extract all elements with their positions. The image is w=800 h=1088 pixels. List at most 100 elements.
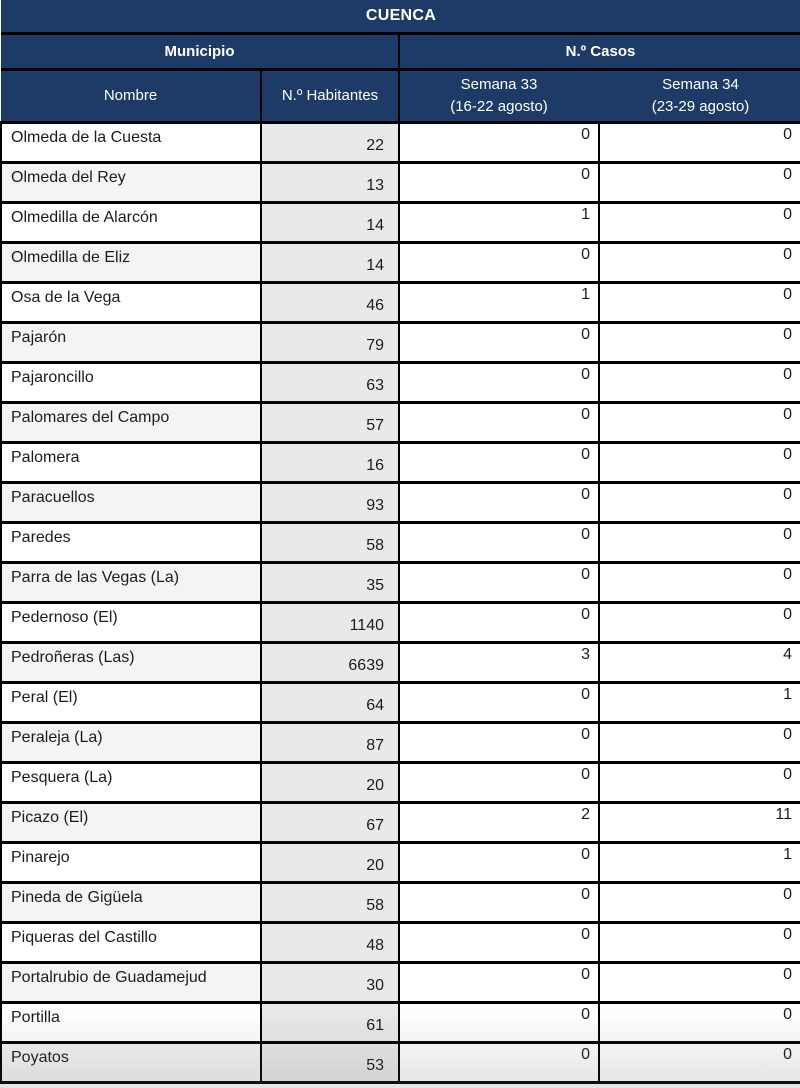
municipality-name-cell: Piqueras del Castillo	[0, 920, 262, 964]
habitantes-cell: 79	[260, 320, 400, 364]
semana33-column-header: Semana 33 (16-22 agosto)	[399, 69, 600, 124]
municipio-group-header: Municipio	[1, 33, 400, 71]
semana34-cases-cell: 0	[598, 760, 800, 804]
semana34-cases-cell: 0	[598, 880, 800, 924]
municipality-name-cell: Olmedilla de Eliz	[0, 240, 262, 284]
habitantes-cell: 57	[260, 400, 400, 444]
municipality-name-cell: Olmeda del Rey	[0, 160, 262, 204]
semana34-cases-cell: 0	[598, 520, 800, 564]
semana34-column-header: Semana 34 (23-29 agosto)	[599, 69, 800, 124]
table-row: Olmeda de la Cuesta 22 0 0	[0, 120, 800, 164]
municipality-name-cell: Picazo (El)	[0, 800, 262, 844]
semana33-dates: (16-22 agosto)	[450, 97, 548, 115]
table-row: Pesquera (La) 20 0 0	[0, 760, 800, 804]
table-row: Picazo (El) 67 2 11	[0, 800, 800, 844]
habitantes-cell: 14	[260, 240, 400, 284]
semana34-cases-cell: 0	[598, 920, 800, 964]
semana34-cases-cell: 0	[598, 560, 800, 604]
semana34-cases-cell: 0	[598, 200, 800, 244]
habitantes-cell: 58	[260, 520, 400, 564]
semana34-cases-cell: 0	[598, 1000, 800, 1044]
semana34-cases-cell: 4	[598, 640, 800, 684]
habitantes-cell: 63	[260, 360, 400, 404]
table-row: Osa de la Vega 46 1 0	[0, 280, 800, 324]
table-row: Pinarejo 20 0 1	[0, 840, 800, 884]
municipality-name-cell: Paracuellos	[0, 480, 262, 524]
municipality-name-cell: Peral (El)	[0, 680, 262, 724]
municipality-name-cell: Pajaroncillo	[0, 360, 262, 404]
habitantes-cell: 20	[260, 760, 400, 804]
municipality-name-cell: Pinarejo	[0, 840, 262, 884]
semana34-cases-cell: 0	[598, 440, 800, 484]
semana33-cases-cell: 1	[398, 200, 600, 244]
semana33-cases-cell: 0	[398, 440, 600, 484]
semana33-cases-cell: 0	[398, 360, 600, 404]
semana33-cases-cell: 0	[398, 880, 600, 924]
table-row: Pineda de Gigüela 58 0 0	[0, 880, 800, 924]
habitantes-cell: 20	[260, 840, 400, 884]
semana33-cases-cell: 0	[398, 1000, 600, 1044]
municipality-name-cell: Paredes	[0, 520, 262, 564]
table-row: Pedroñeras (Las) 6639 3 4	[0, 640, 800, 684]
semana33-cases-cell: 0	[398, 680, 600, 724]
table-row: Pajarón 79 0 0	[0, 320, 800, 364]
habitantes-cell: 64	[260, 680, 400, 724]
semana33-cases-cell: 0	[398, 960, 600, 1004]
municipality-name-cell: Palomares del Campo	[0, 400, 262, 444]
habitantes-cell: 67	[260, 800, 400, 844]
semana33-cases-cell: 0	[398, 480, 600, 524]
semana34-cases-cell: 0	[598, 360, 800, 404]
semana33-cases-cell: 0	[398, 600, 600, 644]
semana34-cases-cell: 0	[598, 120, 800, 164]
table-row: Pedernoso (El) 1140 0 0	[0, 600, 800, 644]
habitantes-cell: 58	[260, 880, 400, 924]
semana34-cases-cell: 1	[598, 840, 800, 884]
habitantes-cell: 13	[260, 160, 400, 204]
semana33-cases-cell: 0	[398, 560, 600, 604]
semana33-cases-cell: 0	[398, 160, 600, 204]
semana34-cases-cell: 0	[598, 960, 800, 1004]
semana34-cases-cell: 0	[598, 480, 800, 524]
semana34-cases-cell: 1	[598, 680, 800, 724]
municipality-name-cell: Pedroñeras (Las)	[0, 640, 262, 684]
semana33-cases-cell: 0	[398, 920, 600, 964]
table-row: Piqueras del Castillo 48 0 0	[0, 920, 800, 964]
casos-group-header: N.º Casos	[399, 33, 800, 71]
habitantes-column-header: N.º Habitantes	[261, 69, 400, 124]
municipality-name-cell: Parra de las Vegas (La)	[0, 560, 262, 604]
table-row: Palomares del Campo 57 0 0	[0, 400, 800, 444]
habitantes-cell: 6639	[260, 640, 400, 684]
habitantes-cell: 22	[260, 120, 400, 164]
habitantes-cell: 93	[260, 480, 400, 524]
nombre-column-header: Nombre	[1, 69, 262, 124]
municipality-name-cell: Poyatos	[0, 1040, 262, 1084]
municipality-name-cell: Pineda de Gigüela	[0, 880, 262, 924]
semana33-cases-cell: 3	[398, 640, 600, 684]
semana34-cases-cell: 0	[598, 160, 800, 204]
semana33-label: Semana 33	[460, 75, 538, 93]
semana34-label: Semana 34	[662, 75, 739, 93]
table-row: Peral (El) 64 0 1	[0, 680, 800, 724]
semana33-cases-cell: 0	[398, 240, 600, 284]
table-row: Olmedilla de Eliz 14 0 0	[0, 240, 800, 284]
habitantes-cell: 16	[260, 440, 400, 484]
municipality-name-cell: Pesquera (La)	[0, 760, 262, 804]
group-header-row: Municipio N.º Casos	[1, 33, 800, 71]
semana33-cases-cell: 0	[398, 400, 600, 444]
table-row: Parra de las Vegas (La) 35 0 0	[0, 560, 800, 604]
semana34-dates: (23-29 agosto)	[651, 97, 750, 115]
habitantes-cell: 30	[260, 960, 400, 1004]
municipality-name-cell: Pedernoso (El)	[0, 600, 262, 644]
habitantes-cell: 46	[260, 280, 400, 324]
table-row: Peraleja (La) 87 0 0	[0, 720, 800, 764]
semana33-cases-cell: 0	[398, 1040, 600, 1084]
table-row: Poyatos 53 0 0	[0, 1040, 800, 1084]
semana33-cases-cell: 0	[398, 720, 600, 764]
municipality-name-cell: Olmedilla de Alarcón	[0, 200, 262, 244]
table-body: Olmeda de la Cuesta 22 0 0 Olmeda del Rey 13 0…	[0, 120, 800, 1084]
semana34-cases-cell: 0	[598, 240, 800, 284]
habitantes-cell: 53	[260, 1040, 400, 1084]
municipality-name-cell: Olmeda de la Cuesta	[0, 120, 262, 164]
habitantes-cell: 1140	[260, 600, 400, 644]
column-header-row: Nombre N.º Habitantes Semana 33 (16-22 a…	[1, 69, 800, 124]
